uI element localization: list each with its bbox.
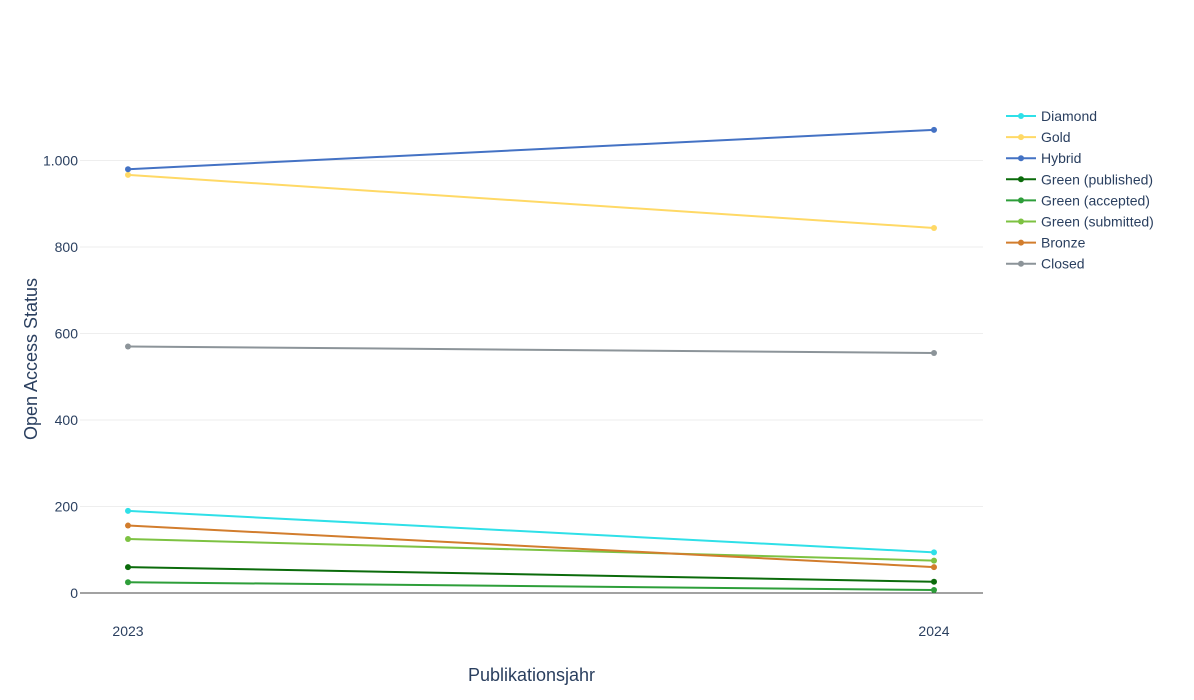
legend-swatch-marker — [1018, 260, 1024, 267]
data-point[interactable] — [931, 549, 937, 556]
series-bronze[interactable] — [125, 522, 937, 571]
legend-item[interactable]: Bronze — [1006, 235, 1086, 251]
legend-label: Gold — [1041, 129, 1071, 145]
legend-item[interactable]: Closed — [1006, 256, 1085, 272]
series-line[interactable] — [127, 581, 935, 591]
series-diamond[interactable] — [125, 507, 937, 556]
series-line[interactable] — [127, 345, 935, 354]
legend-label: Bronze — [1041, 235, 1086, 251]
data-point[interactable] — [931, 225, 937, 232]
data-point[interactable] — [125, 564, 131, 571]
y-tick-label: 800 — [55, 239, 79, 255]
data-point[interactable] — [931, 350, 937, 356]
legend-swatch-marker — [1018, 239, 1024, 246]
series-gold[interactable] — [125, 171, 937, 232]
legend-item[interactable]: Hybrid — [1006, 150, 1081, 166]
legend-swatch-marker — [1018, 197, 1024, 204]
legend-label: Green (published) — [1041, 171, 1153, 187]
legend-swatch-marker — [1018, 176, 1024, 183]
data-point[interactable] — [931, 557, 937, 564]
legend-swatch-marker — [1018, 113, 1024, 119]
legend-item[interactable]: Green (published) — [1006, 171, 1153, 187]
y-tick-label: 200 — [55, 499, 79, 515]
series-green-submitted[interactable] — [125, 535, 937, 564]
x-axis-title: Publikationsjahr — [468, 665, 595, 685]
legend-item[interactable]: Diamond — [1006, 108, 1097, 124]
y-axis-title: Open Access Status — [21, 278, 41, 440]
series-green-accepted[interactable] — [125, 579, 937, 593]
legend-swatch-marker — [1018, 155, 1024, 162]
data-point[interactable] — [125, 343, 131, 350]
series-line[interactable] — [127, 509, 935, 554]
series-line[interactable] — [127, 173, 935, 230]
y-tick-label: 600 — [55, 326, 79, 342]
data-point[interactable] — [125, 507, 131, 514]
legend-swatch-marker — [1018, 134, 1024, 141]
y-tick-label: 1.000 — [43, 153, 78, 169]
legend-label: Hybrid — [1041, 150, 1081, 166]
data-point[interactable] — [931, 564, 937, 571]
legend-swatch-marker — [1018, 218, 1024, 225]
series-line[interactable] — [127, 537, 935, 562]
series-hybrid[interactable] — [125, 126, 937, 173]
data-point[interactable] — [125, 171, 131, 178]
legend-item[interactable]: Green (accepted) — [1006, 192, 1150, 208]
series-line[interactable] — [127, 524, 935, 569]
series-lines — [125, 126, 937, 593]
legend-label: Closed — [1041, 256, 1085, 272]
legend[interactable]: Diamond Gold Hybrid Green (published) Green … — [1006, 108, 1154, 272]
data-point[interactable] — [931, 126, 937, 133]
legend-item[interactable]: Gold — [1006, 129, 1071, 145]
legend-label: Diamond — [1041, 108, 1097, 124]
legend-label: Green (accepted) — [1041, 192, 1150, 208]
legend-item[interactable]: Green (submitted) — [1006, 214, 1154, 230]
series-line[interactable] — [127, 566, 935, 583]
y-tick-label: 400 — [55, 412, 79, 428]
series-closed[interactable] — [125, 343, 937, 356]
data-point[interactable] — [931, 578, 937, 585]
x-tick-labels: 2023 2024 — [112, 623, 949, 639]
legend-label: Green (submitted) — [1041, 214, 1154, 230]
y-tick-label: 0 — [70, 585, 78, 601]
x-tick-label: 2024 — [918, 623, 949, 639]
series-line[interactable] — [127, 128, 935, 171]
series-green-published[interactable] — [125, 564, 937, 585]
data-point[interactable] — [125, 579, 131, 586]
data-point[interactable] — [125, 166, 131, 173]
data-point[interactable] — [125, 535, 131, 542]
data-point[interactable] — [931, 586, 937, 593]
x-tick-label: 2023 — [112, 623, 143, 639]
grid-lines — [80, 160, 983, 508]
data-point[interactable] — [125, 522, 131, 529]
y-tick-labels: 0 200 400 600 800 1.000 — [43, 153, 78, 601]
